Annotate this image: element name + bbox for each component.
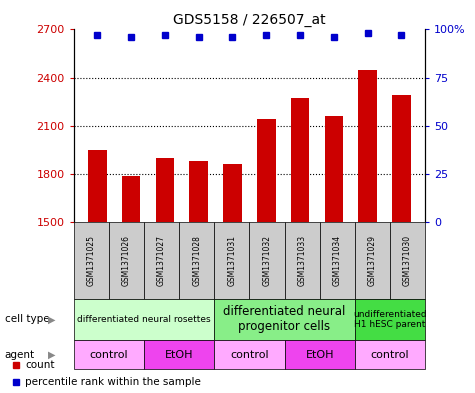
Text: GSM1371030: GSM1371030 [403,235,412,286]
Text: ▶: ▶ [48,314,55,324]
Text: GSM1371025: GSM1371025 [87,235,95,286]
Bar [214,299,355,340]
Text: differentiated neural
progenitor cells: differentiated neural progenitor cells [223,305,346,333]
Bar [179,222,214,299]
Text: control: control [230,350,269,360]
Bar [156,158,174,222]
Bar [355,340,425,369]
Bar [324,116,343,222]
Bar [355,299,425,340]
Bar [257,119,276,222]
Bar [291,99,309,222]
Text: GSM1371028: GSM1371028 [192,235,201,286]
Bar [74,299,214,340]
Bar [109,222,144,299]
Bar [122,176,141,222]
Text: agent: agent [5,350,35,360]
Text: GSM1371034: GSM1371034 [333,235,342,286]
Bar [214,340,285,369]
Bar [88,150,106,222]
Text: control: control [89,350,128,360]
Text: ▶: ▶ [48,350,55,360]
Text: cell type: cell type [5,314,49,324]
Bar [249,222,285,299]
Title: GDS5158 / 226507_at: GDS5158 / 226507_at [173,13,326,27]
Bar [223,164,242,222]
Text: EtOH: EtOH [305,350,334,360]
Text: GSM1371032: GSM1371032 [263,235,271,286]
Text: GSM1371026: GSM1371026 [122,235,131,286]
Bar [144,222,179,299]
Bar [144,340,214,369]
Text: GSM1371033: GSM1371033 [298,235,306,286]
Text: GSM1371029: GSM1371029 [368,235,377,286]
Bar [392,95,411,222]
Text: GSM1371031: GSM1371031 [228,235,236,286]
Text: differentiated neural rosettes: differentiated neural rosettes [77,315,211,324]
Bar [190,161,208,222]
Bar [320,222,355,299]
Text: undifferentiated
H1 hESC parent: undifferentiated H1 hESC parent [353,310,427,329]
Bar [358,70,377,222]
Bar [285,222,320,299]
Bar [74,222,109,299]
Text: percentile rank within the sample: percentile rank within the sample [26,377,201,387]
Text: control: control [370,350,409,360]
Text: EtOH: EtOH [165,350,193,360]
Bar [390,222,425,299]
Bar [285,340,355,369]
Text: count: count [26,360,55,370]
Bar [214,222,249,299]
Bar [355,222,390,299]
Bar [74,340,144,369]
Text: GSM1371027: GSM1371027 [157,235,166,286]
